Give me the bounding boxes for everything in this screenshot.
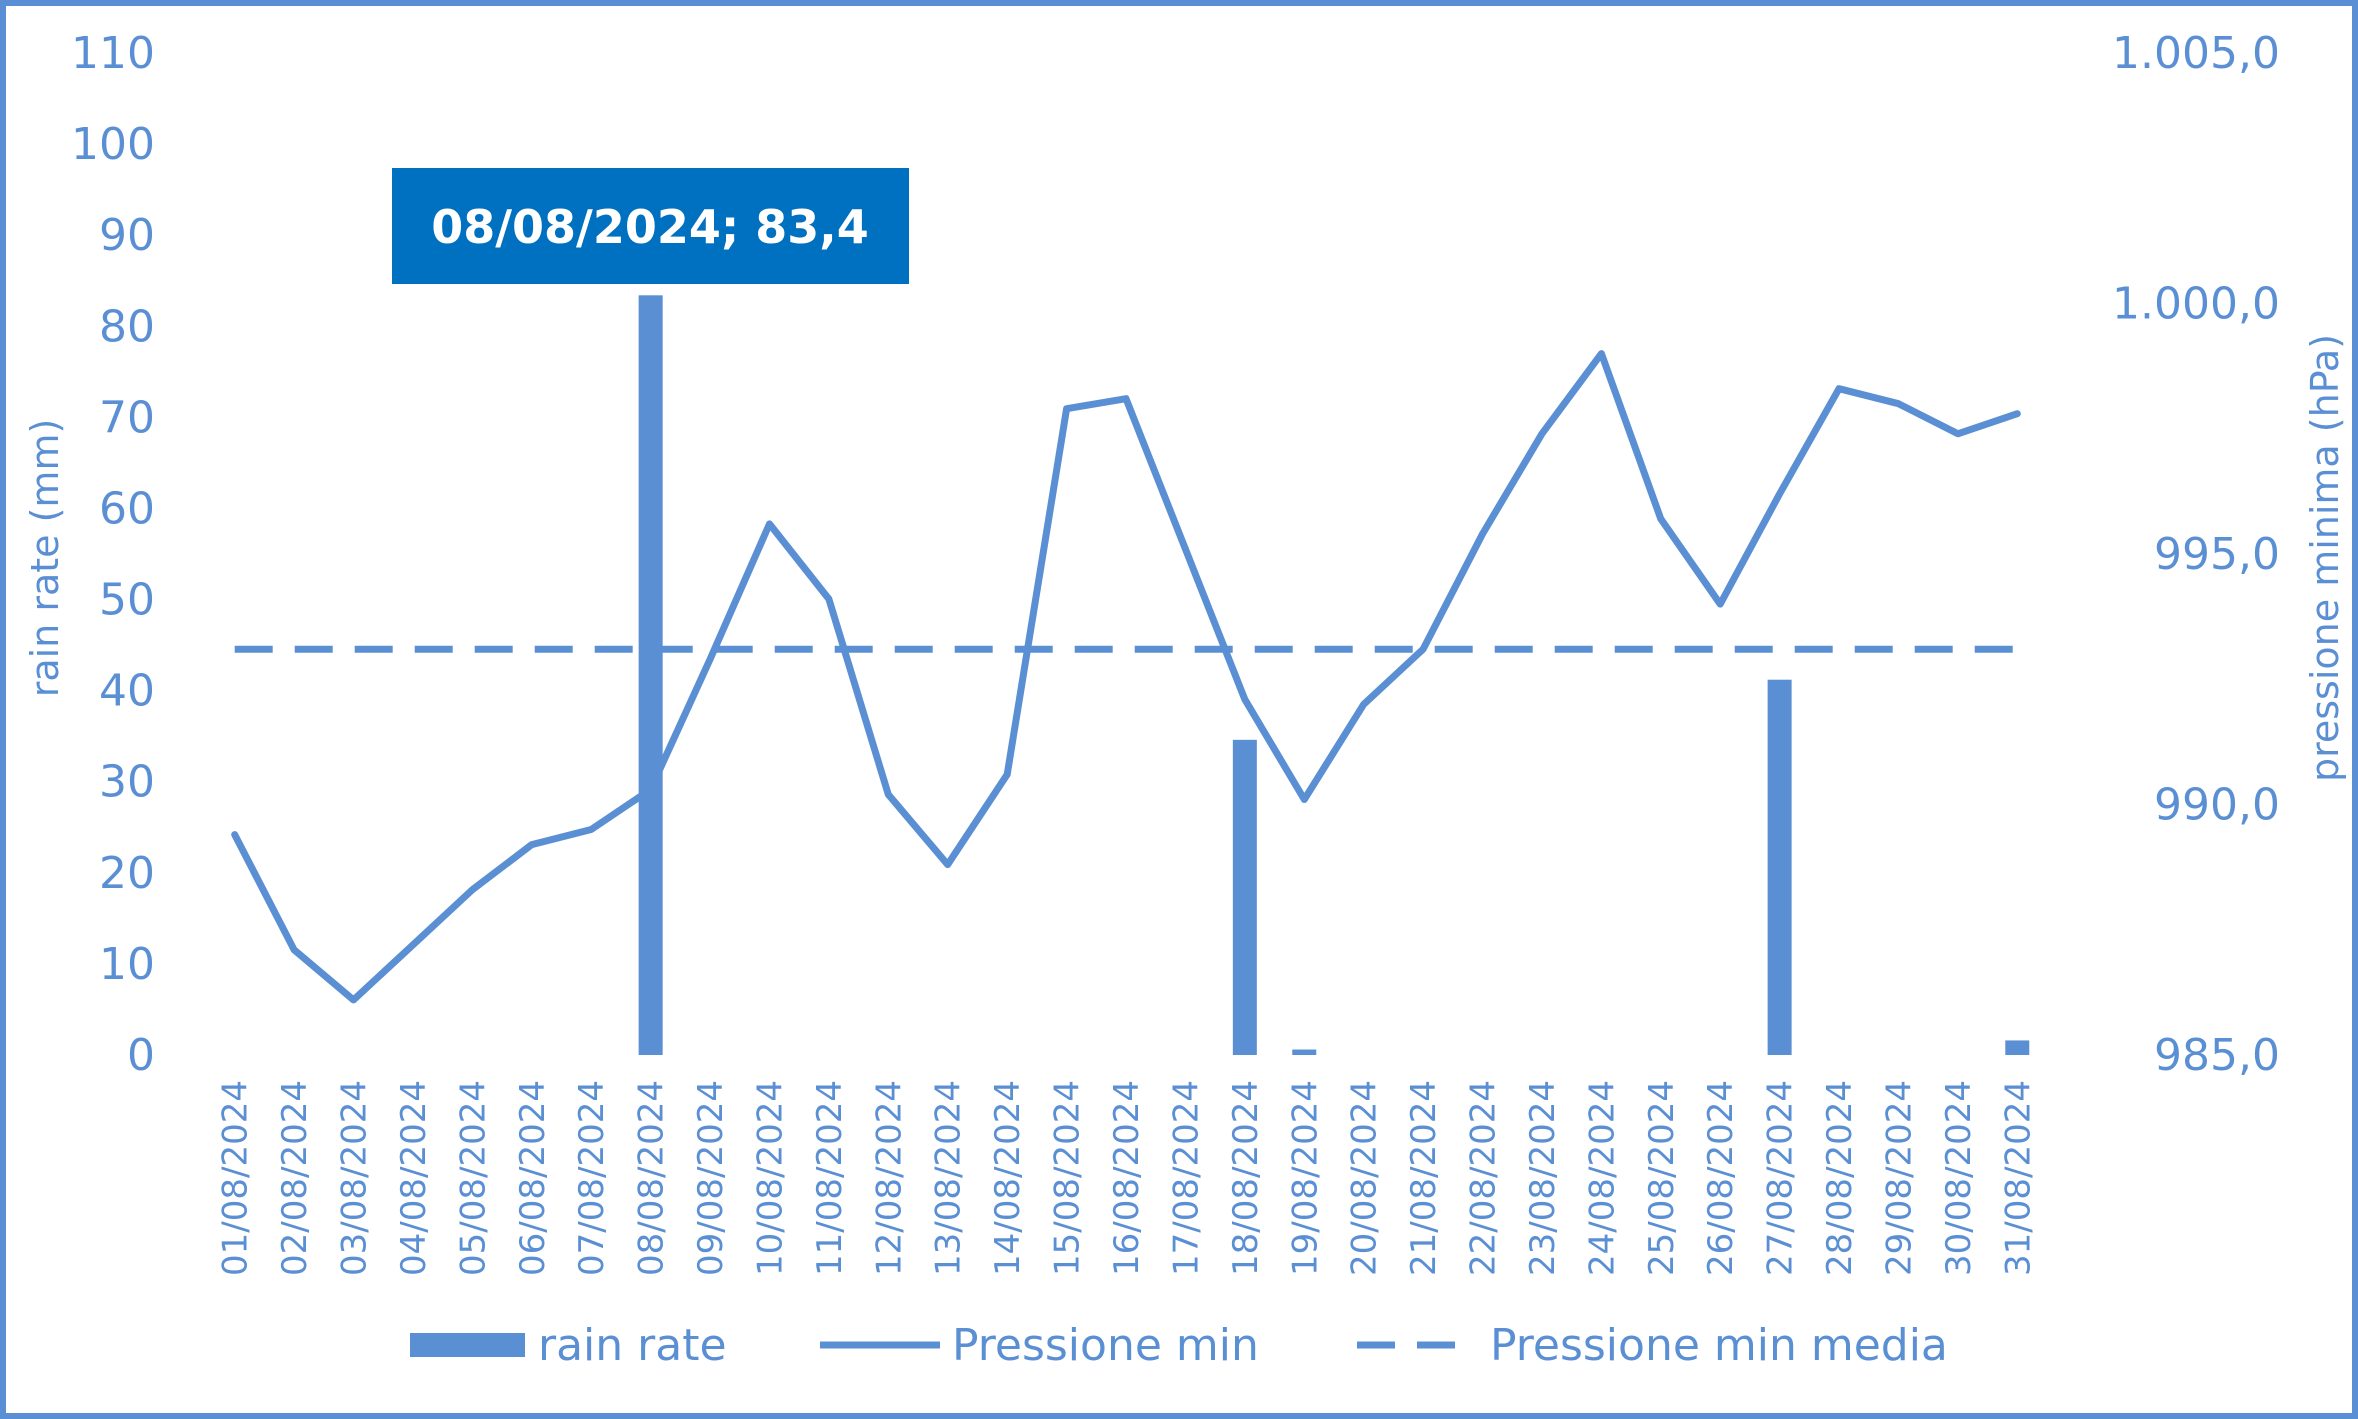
x-tick-label: 25/08/2024 [1642, 1080, 1682, 1276]
legend-swatch-rain-rate [410, 1333, 525, 1357]
x-tick-label: 17/08/2024 [1166, 1080, 1206, 1276]
x-tick-label: 28/08/2024 [1820, 1080, 1860, 1276]
x-tick-label: 04/08/2024 [394, 1080, 434, 1276]
x-tick-label: 02/08/2024 [275, 1080, 315, 1276]
legend-label-rain-rate: rain rate [538, 1320, 727, 1371]
x-tick-label: 07/08/2024 [572, 1080, 612, 1276]
y2-tick-label: 1.000,0 [2112, 279, 2280, 330]
y-tick-label: 20 [99, 848, 155, 899]
x-tick-label: 23/08/2024 [1523, 1080, 1563, 1276]
x-tick-label: 13/08/2024 [929, 1080, 969, 1276]
rain-rate-bar [1232, 739, 1257, 1055]
x-tick-label: 27/08/2024 [1761, 1080, 1801, 1276]
x-tick-label: 06/08/2024 [513, 1080, 553, 1276]
x-tick-label: 24/08/2024 [1582, 1080, 1622, 1276]
y-tick-label: 110 [71, 28, 155, 79]
x-tick-label: 19/08/2024 [1285, 1080, 1325, 1276]
pressione-min-line [231, 350, 2021, 1004]
y2-tick-label: 990,0 [2154, 780, 2280, 831]
right-axis-ticks: 985,0 990,0 995,0 1.000,0 1.005,0 [2112, 28, 2280, 1081]
x-tick-label: 10/08/2024 [750, 1080, 790, 1276]
legend-label-pressione-min-media: Pressione min media [1490, 1320, 1948, 1371]
x-tick-label: 26/08/2024 [1701, 1080, 1741, 1276]
x-tick-label: 20/08/2024 [1345, 1080, 1385, 1276]
x-tick-label: 29/08/2024 [1879, 1080, 1919, 1276]
rain-rate-bar [1292, 1049, 1317, 1055]
data-callout-box [392, 168, 909, 284]
rain-rate-bars [638, 295, 2030, 1055]
rain-rate-bar [638, 295, 663, 1055]
x-tick-label: 01/08/2024 [216, 1080, 256, 1276]
x-tick-label: 11/08/2024 [810, 1080, 850, 1276]
y-tick-label: 50 [99, 575, 155, 626]
x-tick-label: 22/08/2024 [1464, 1080, 1504, 1276]
x-tick-label: 15/08/2024 [1048, 1080, 1088, 1276]
y-tick-label: 80 [99, 301, 155, 352]
x-tick-label: 18/08/2024 [1226, 1080, 1266, 1276]
rain-rate-bar [2005, 1040, 2030, 1055]
y-axis-title: rain rate (mm) [23, 419, 67, 698]
y-tick-label: 10 [99, 939, 155, 990]
x-tick-label: 30/08/2024 [1939, 1080, 1979, 1276]
legend-label-pressione-min: Pressione min [952, 1320, 1259, 1371]
rain-rate-bar [1767, 679, 1792, 1055]
x-tick-label: 08/08/2024 [632, 1080, 672, 1276]
x-tick-label: 31/08/2024 [1998, 1080, 2038, 1276]
y2-tick-label: 995,0 [2154, 529, 2280, 580]
y2-axis-title: pressione minima (hPa) [2303, 334, 2347, 782]
x-tick-label: 05/08/2024 [453, 1080, 493, 1276]
y2-tick-label: 1.005,0 [2112, 28, 2280, 79]
y2-tick-label: 985,0 [2154, 1030, 2280, 1081]
y-tick-label: 100 [71, 119, 155, 170]
data-callout: 08/08/2024; 83,4 [392, 168, 909, 284]
x-tick-label: 21/08/2024 [1404, 1080, 1444, 1276]
x-tick-label: 14/08/2024 [988, 1080, 1028, 1276]
y-tick-label: 90 [99, 210, 155, 261]
legend: rain rate Pressione min Pressione min me… [410, 1320, 1948, 1371]
x-tick-label: 03/08/2024 [335, 1080, 375, 1276]
y-tick-label: 70 [99, 392, 155, 443]
x-tick-label: 16/08/2024 [1107, 1080, 1147, 1276]
y-tick-label: 0 [127, 1030, 155, 1081]
left-axis-ticks: 0 10 20 30 40 50 60 70 80 90 100 110 [71, 28, 155, 1081]
y-tick-label: 60 [99, 483, 155, 534]
y-tick-label: 40 [99, 666, 155, 717]
y-tick-label: 30 [99, 757, 155, 808]
data-callout-text: 08/08/2024; 83,4 [431, 200, 869, 254]
x-tick-label: 12/08/2024 [869, 1080, 909, 1276]
x-tick-label: 09/08/2024 [691, 1080, 731, 1276]
x-axis-ticks: 01/08/2024 02/08/2024 03/08/2024 04/08/2024… [216, 1080, 2039, 1276]
